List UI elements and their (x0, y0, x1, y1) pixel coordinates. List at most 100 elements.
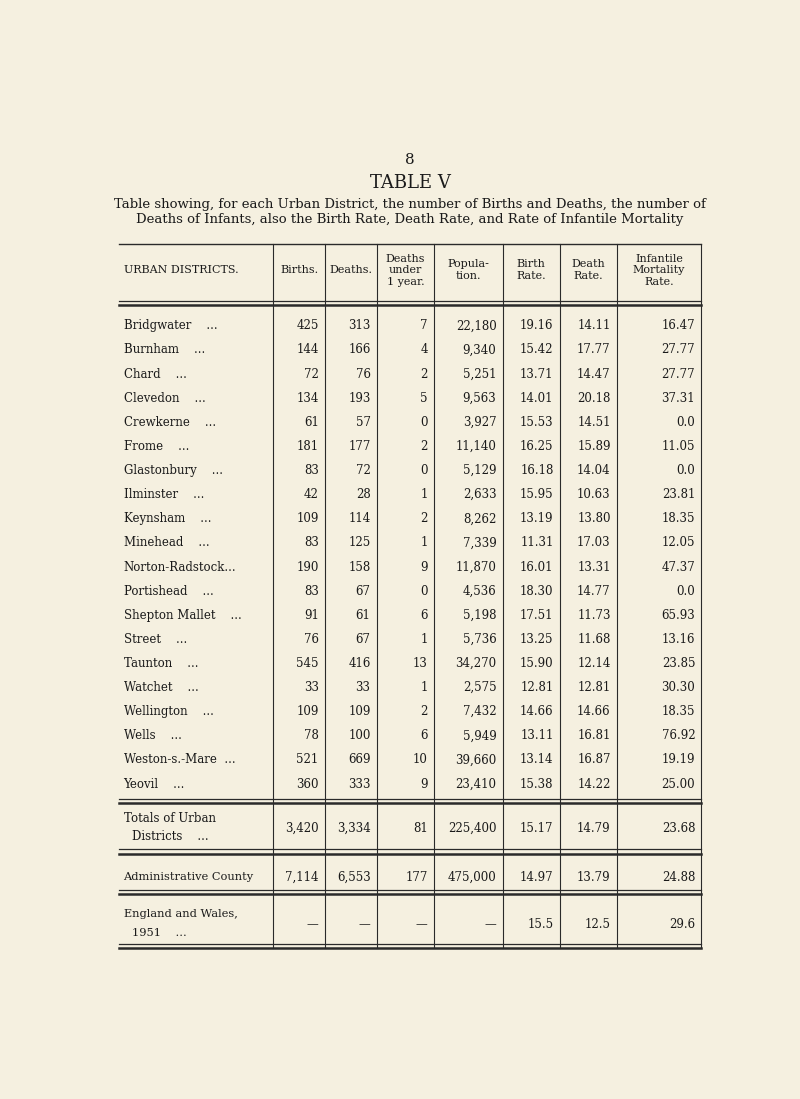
Text: 100: 100 (348, 730, 370, 743)
Text: 5,198: 5,198 (463, 609, 497, 622)
Text: 114: 114 (348, 512, 370, 525)
Text: Districts    ...: Districts ... (132, 830, 209, 843)
Text: Death
Rate.: Death Rate. (571, 259, 606, 281)
Text: Norton-Radstock...: Norton-Radstock... (123, 560, 236, 574)
Text: 76.92: 76.92 (662, 730, 695, 743)
Text: 81: 81 (413, 822, 428, 835)
Text: Wells    ...: Wells ... (123, 730, 182, 743)
Text: 17.77: 17.77 (577, 344, 610, 356)
Text: Shepton Mallet    ...: Shepton Mallet ... (123, 609, 242, 622)
Text: 177: 177 (348, 440, 370, 453)
Text: 12.81: 12.81 (520, 681, 554, 695)
Text: 83: 83 (304, 536, 318, 550)
Text: 475,000: 475,000 (448, 870, 497, 884)
Text: 65.93: 65.93 (662, 609, 695, 622)
Text: 9,340: 9,340 (462, 344, 497, 356)
Text: 5: 5 (420, 391, 428, 404)
Text: 0.0: 0.0 (677, 415, 695, 429)
Text: 15.42: 15.42 (520, 344, 554, 356)
Text: 11,140: 11,140 (455, 440, 497, 453)
Text: 18.35: 18.35 (662, 706, 695, 719)
Text: 11.31: 11.31 (520, 536, 554, 550)
Text: 5,949: 5,949 (462, 730, 497, 743)
Text: 30.30: 30.30 (662, 681, 695, 695)
Text: 2: 2 (420, 367, 428, 380)
Text: 1: 1 (420, 488, 428, 501)
Text: —: — (307, 918, 318, 931)
Text: 14.66: 14.66 (520, 706, 554, 719)
Text: 7,339: 7,339 (462, 536, 497, 550)
Text: 9: 9 (420, 778, 428, 790)
Text: Administrative County: Administrative County (123, 873, 254, 882)
Text: 14.66: 14.66 (577, 706, 610, 719)
Text: 61: 61 (356, 609, 370, 622)
Text: 134: 134 (296, 391, 318, 404)
Text: Ilminster    ...: Ilminster ... (123, 488, 204, 501)
Text: 15.5: 15.5 (527, 918, 554, 931)
Text: 47.37: 47.37 (662, 560, 695, 574)
Text: TABLE V: TABLE V (370, 174, 450, 192)
Text: —: — (359, 918, 370, 931)
Text: 16.18: 16.18 (520, 464, 554, 477)
Text: 425: 425 (296, 320, 318, 332)
Text: Portishead    ...: Portishead ... (123, 585, 214, 598)
Text: Bridgwater    ...: Bridgwater ... (123, 320, 217, 332)
Text: Glastonbury    ...: Glastonbury ... (123, 464, 222, 477)
Text: 0: 0 (420, 415, 428, 429)
Text: 109: 109 (296, 706, 318, 719)
Text: 177: 177 (406, 870, 428, 884)
Text: URBAN DISTRICTS.: URBAN DISTRICTS. (123, 265, 238, 275)
Text: 17.51: 17.51 (520, 609, 554, 622)
Text: 33: 33 (355, 681, 370, 695)
Text: 11.05: 11.05 (662, 440, 695, 453)
Text: Infantile
Mortality
Rate.: Infantile Mortality Rate. (633, 254, 686, 287)
Text: 5,736: 5,736 (462, 633, 497, 646)
Text: 14.22: 14.22 (578, 778, 610, 790)
Text: 2: 2 (420, 440, 428, 453)
Text: 12.05: 12.05 (662, 536, 695, 550)
Text: 78: 78 (304, 730, 318, 743)
Text: Chard    ...: Chard ... (123, 367, 186, 380)
Text: 24.88: 24.88 (662, 870, 695, 884)
Text: Minehead    ...: Minehead ... (123, 536, 209, 550)
Text: Street    ...: Street ... (123, 633, 187, 646)
Text: 67: 67 (355, 633, 370, 646)
Text: 13.14: 13.14 (520, 754, 554, 766)
Text: 521: 521 (297, 754, 318, 766)
Text: 37.31: 37.31 (662, 391, 695, 404)
Text: 9: 9 (420, 560, 428, 574)
Text: 13.80: 13.80 (577, 512, 610, 525)
Text: 76: 76 (304, 633, 318, 646)
Text: 13: 13 (413, 657, 428, 670)
Text: 190: 190 (296, 560, 318, 574)
Text: 5,251: 5,251 (463, 367, 497, 380)
Text: 20.18: 20.18 (578, 391, 610, 404)
Text: 333: 333 (348, 778, 370, 790)
Text: Yeovil    ...: Yeovil ... (123, 778, 185, 790)
Text: 17.03: 17.03 (577, 536, 610, 550)
Text: Burnham    ...: Burnham ... (123, 344, 205, 356)
Text: Deaths
under
1 year.: Deaths under 1 year. (386, 254, 425, 287)
Text: —: — (485, 918, 497, 931)
Text: 416: 416 (348, 657, 370, 670)
Text: 76: 76 (355, 367, 370, 380)
Text: 72: 72 (356, 464, 370, 477)
Text: 83: 83 (304, 464, 318, 477)
Text: 6: 6 (420, 730, 428, 743)
Text: 15.95: 15.95 (520, 488, 554, 501)
Text: 6: 6 (420, 609, 428, 622)
Text: 3,927: 3,927 (463, 415, 497, 429)
Text: 14.04: 14.04 (577, 464, 610, 477)
Text: 313: 313 (348, 320, 370, 332)
Text: 14.01: 14.01 (520, 391, 554, 404)
Text: 360: 360 (296, 778, 318, 790)
Text: Keynsham    ...: Keynsham ... (123, 512, 211, 525)
Text: 2: 2 (420, 512, 428, 525)
Text: 23,410: 23,410 (455, 778, 497, 790)
Text: 2: 2 (420, 706, 428, 719)
Text: 225,400: 225,400 (448, 822, 497, 835)
Text: 14.51: 14.51 (577, 415, 610, 429)
Text: 1951    ...: 1951 ... (132, 928, 187, 937)
Text: 13.16: 13.16 (662, 633, 695, 646)
Text: 16.25: 16.25 (520, 440, 554, 453)
